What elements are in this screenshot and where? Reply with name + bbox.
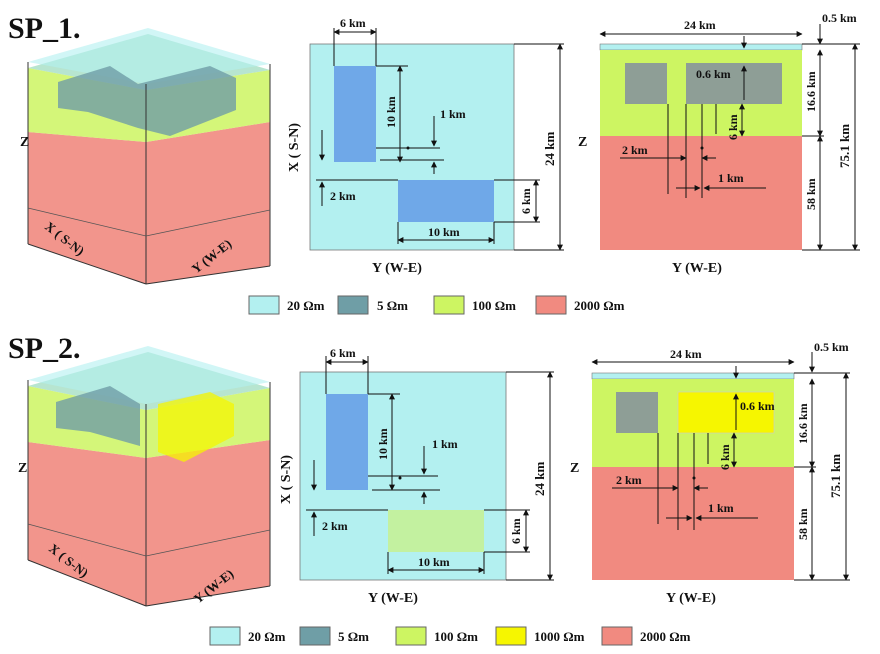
sp1-section-zlabel: Z: [578, 135, 587, 150]
sp2-section-xlabel: Y (W-E): [666, 591, 716, 606]
sp2-plan-dim-24km: 24 km: [532, 462, 547, 496]
legend-item: 20 Ωm: [209, 626, 286, 646]
legend-item: 2000 Ωm: [535, 295, 625, 315]
section-block-left: [616, 392, 658, 433]
section-top-layer: [591, 372, 795, 380]
sp1-plan-xlabel: Y (W-E): [372, 261, 422, 276]
section-block-right: [686, 63, 782, 104]
sp1-section-dim-1km: 1 km: [718, 171, 744, 185]
svg-text:5 Ωm: 5 Ωm: [377, 298, 408, 313]
sp1-section-dim-24km: 24 km: [684, 18, 716, 32]
section-block-right: [677, 391, 775, 434]
plan-block-ns: [334, 66, 376, 162]
sp2-plan-ylabel: X ( S-N): [279, 455, 294, 504]
sp2-section-dim-05km: 0.5 km: [814, 340, 849, 354]
sp1-title: SP_1.: [8, 12, 81, 45]
sp2-title: SP_2.: [8, 332, 81, 365]
sp1-plan-dim-24km: 24 km: [542, 132, 557, 166]
svg-text:5 Ωm: 5 Ωm: [338, 629, 369, 644]
sp2-section-dim-58km: 58 km: [796, 508, 810, 540]
legend-item: 5 Ωm: [299, 626, 369, 646]
svg-text:100 Ωm: 100 Ωm: [472, 298, 516, 313]
sp1-section-dim-6km: 6 km: [726, 114, 740, 140]
sp1-plan-dim-6km-top: 6 km: [340, 16, 366, 30]
sp1-section-xlabel: Y (W-E): [672, 261, 722, 276]
legend-item: 100 Ωm: [395, 626, 478, 646]
sp1-section-dim-58km: 58 km: [804, 178, 818, 210]
cube-resistor: [158, 392, 234, 462]
sp1-plan-dim-10km-vert: 10 km: [384, 96, 398, 128]
sp2-section-dim-166km: 16.6 km: [796, 403, 810, 444]
sp2-plan-dim-10km-vert: 10 km: [376, 428, 390, 460]
sp2-plan-dim-10km-bottom: 10 km: [418, 555, 450, 569]
sp2-section-dim-6km: 6 km: [718, 444, 732, 470]
sp1-plan-dim-2km: 2 km: [330, 189, 356, 203]
sp1-legend: 20 Ωm 5 Ωm 100 Ωm 2000 Ωm: [248, 295, 625, 315]
sp2-section-zlabel: Z: [570, 461, 579, 476]
legend-item: 5 Ωm: [337, 295, 408, 315]
sp2-plan-dim-2km: 2 km: [322, 519, 348, 533]
svg-text:100 Ωm: 100 Ωm: [434, 629, 478, 644]
svg-text:2000 Ωm: 2000 Ωm: [640, 629, 691, 644]
sp1-section-dim-06km: 0.6 km: [696, 67, 731, 81]
sp1-section-dim-05km: 0.5 km: [822, 11, 857, 25]
sp1-cube-z-label: Z: [20, 135, 29, 150]
sp2-plan-xlabel: Y (W-E): [368, 591, 418, 606]
sp1-section-dim-166km: 16.6 km: [804, 71, 818, 112]
sp2-legend: 20 Ωm 5 Ωm 100 Ωm 1000 Ωm 2000 Ωm: [209, 626, 691, 646]
cube-red-side: [146, 122, 270, 284]
plan-block-we: [388, 510, 484, 552]
sp2-section-dim-751km: 75.1 km: [828, 454, 843, 498]
section-block-left: [625, 63, 667, 104]
sp2-plan-dim-1km: 1 km: [432, 437, 458, 451]
sp1-plan-view: 6 km 10 km 1 km 2 km 6 km 10 km: [287, 16, 564, 276]
sp2-cube-z-label: Z: [18, 461, 27, 476]
legend-item: 2000 Ωm: [601, 626, 691, 646]
plan-block-we: [398, 180, 494, 222]
sp2-section-view: 24 km 0.5 km 0.6 km 16.6 km 75.1 km 58 k…: [570, 340, 850, 606]
section-bottom-layer: [592, 467, 794, 580]
sp1-section-dim-751km: 75.1 km: [837, 124, 852, 168]
sp2-panel: SP_2. Z X ( S-N) Y (W-E): [8, 332, 850, 646]
legend-item: 100 Ωm: [433, 295, 516, 315]
cube-red-front: [28, 132, 146, 284]
sp1-plan-dim-6km-right: 6 km: [519, 188, 533, 214]
legend-item: 1000 Ωm: [495, 626, 585, 646]
sp1-plan-dim-10km-bottom: 10 km: [428, 225, 460, 239]
sp1-plan-ylabel: X ( S-N): [287, 123, 302, 172]
sp2-section-dim-2km: 2 km: [616, 473, 642, 487]
cube-top-slab: [28, 346, 270, 404]
cube-conductor-a: [58, 66, 138, 128]
sp1-cube: Z X ( S-N) Y (W-E): [20, 28, 271, 285]
sp2-section-dim-24km: 24 km: [670, 347, 702, 361]
sp2-plan-view: 6 km 10 km 1 km 2 km 6 km 10 km: [279, 346, 554, 606]
cube-conductor-b: [138, 66, 236, 136]
sp2-cube: Z X ( S-N) Y (W-E): [18, 346, 271, 607]
svg-text:20 Ωm: 20 Ωm: [287, 298, 325, 313]
svg-text:2000 Ωm: 2000 Ωm: [574, 298, 625, 313]
sp2-section-dim-1km: 1 km: [708, 501, 734, 515]
sp2-section-dim-06km: 0.6 km: [740, 399, 775, 413]
svg-text:1000 Ωm: 1000 Ωm: [534, 629, 585, 644]
svg-text:20 Ωm: 20 Ωm: [248, 629, 286, 644]
legend-item: 20 Ωm: [248, 295, 325, 315]
sp2-plan-dim-6km-top: 6 km: [330, 346, 356, 360]
section-top-layer: [599, 43, 803, 51]
sp1-section-dim-2km: 2 km: [622, 143, 648, 157]
cube-conductor: [56, 386, 140, 446]
cube-red-front: [28, 442, 146, 606]
sp1-plan-dim-1km: 1 km: [440, 107, 466, 121]
sp2-plan-dim-6km-right: 6 km: [509, 518, 523, 544]
section-bottom-layer: [600, 136, 802, 250]
cube-red-side: [146, 440, 270, 606]
sp1-section-view: 24 km 0.5 km 0.6 km 16.6 km 75.1 km 58 k…: [578, 11, 860, 276]
sp1-panel: SP_1. Z X ( S-N) Y (W-E): [8, 11, 860, 315]
plan-block-ns: [326, 394, 368, 490]
